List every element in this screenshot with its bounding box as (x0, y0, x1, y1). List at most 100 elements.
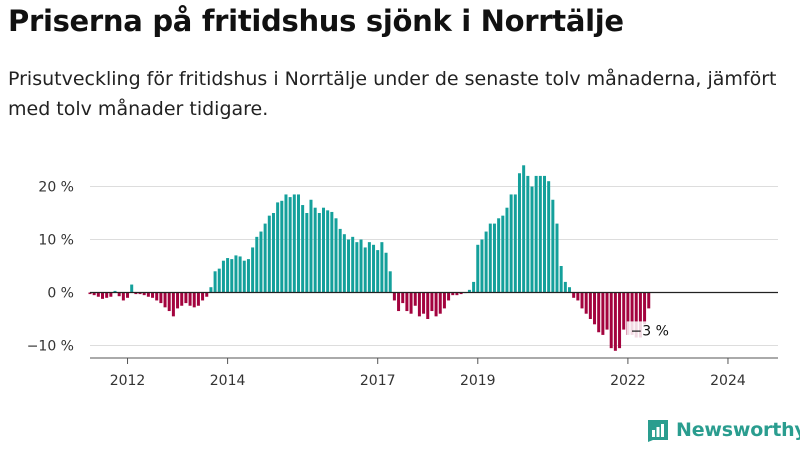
bar (367, 242, 371, 293)
x-tick-label: 2019 (460, 373, 496, 389)
bar (209, 287, 213, 293)
bar (271, 213, 275, 293)
bar (251, 247, 255, 293)
bar (638, 292, 642, 338)
bar (543, 175, 546, 293)
bar (442, 292, 446, 309)
bar (155, 292, 159, 301)
last-value-label: −3 % (631, 323, 669, 339)
bar (392, 292, 396, 301)
bar (547, 181, 551, 293)
bar (92, 292, 96, 296)
bar (568, 287, 572, 293)
bar (626, 292, 630, 335)
bar (384, 252, 388, 293)
bar (647, 292, 651, 309)
bar (342, 234, 346, 293)
bar (376, 250, 380, 293)
bar (196, 292, 200, 306)
bar (351, 236, 355, 293)
bar (109, 292, 113, 297)
bar (201, 292, 205, 301)
bar (205, 292, 209, 297)
bar (401, 292, 405, 304)
bar (221, 260, 225, 293)
chart-title: Priserna på fritidshus sjönk i Norrtälje (8, 4, 624, 38)
bar (380, 242, 384, 293)
bar (217, 268, 221, 293)
bar (171, 292, 175, 317)
bar (363, 247, 367, 293)
bar (459, 292, 463, 295)
bar (517, 173, 521, 293)
chart-subtitle: Prisutveckling för fritidshus i Norrtälj… (8, 68, 777, 120)
bar (501, 215, 505, 293)
brand-logo: Newsworthy (646, 418, 800, 442)
bar (618, 292, 622, 349)
bar (509, 194, 513, 293)
bar (267, 215, 271, 293)
bar (263, 223, 267, 293)
bar (488, 223, 492, 293)
bar (467, 289, 471, 293)
bar (317, 213, 321, 293)
bar (455, 292, 459, 296)
bar (409, 292, 413, 314)
bar (238, 256, 242, 293)
bar (605, 292, 609, 330)
bar (430, 292, 434, 312)
bar (255, 236, 259, 293)
bar (259, 231, 263, 293)
bar (438, 292, 442, 314)
bar (313, 207, 317, 293)
bar (113, 290, 117, 293)
bar (555, 223, 559, 293)
bar (622, 292, 626, 330)
bar (563, 281, 567, 293)
bar (492, 223, 496, 293)
bar (526, 175, 530, 293)
bar (246, 259, 250, 293)
bar (105, 292, 109, 298)
bar (296, 194, 300, 293)
y-tick-label: 20 % (38, 180, 74, 196)
bar (609, 292, 613, 349)
bar (338, 228, 342, 293)
bar (634, 292, 638, 338)
bar (138, 292, 142, 295)
bar (572, 292, 576, 298)
bar (576, 292, 580, 301)
bar (497, 218, 501, 293)
bar (288, 197, 292, 293)
bar (588, 292, 592, 319)
bar (305, 213, 309, 293)
bar (309, 199, 313, 293)
bar-chart-logo-icon (648, 420, 668, 442)
bar (484, 231, 488, 293)
bar (322, 207, 325, 293)
bar (476, 244, 480, 293)
y-tick-label: 10 % (38, 233, 74, 249)
bar (538, 175, 542, 293)
bar (284, 194, 288, 293)
bar (242, 260, 246, 293)
bar (359, 239, 363, 293)
bar (630, 292, 634, 335)
bar (505, 207, 509, 293)
bar (451, 292, 455, 296)
bar (234, 255, 238, 293)
bar (117, 292, 121, 297)
brand-name: Newsworthy (676, 419, 800, 441)
bar (142, 292, 146, 296)
bar (121, 292, 125, 301)
bar (301, 205, 305, 293)
bar (146, 292, 150, 297)
bar (134, 292, 138, 295)
bar (188, 292, 192, 306)
bar (276, 202, 280, 293)
bar (184, 292, 188, 304)
bar (534, 175, 538, 293)
bar (355, 242, 359, 293)
bar (447, 292, 451, 301)
